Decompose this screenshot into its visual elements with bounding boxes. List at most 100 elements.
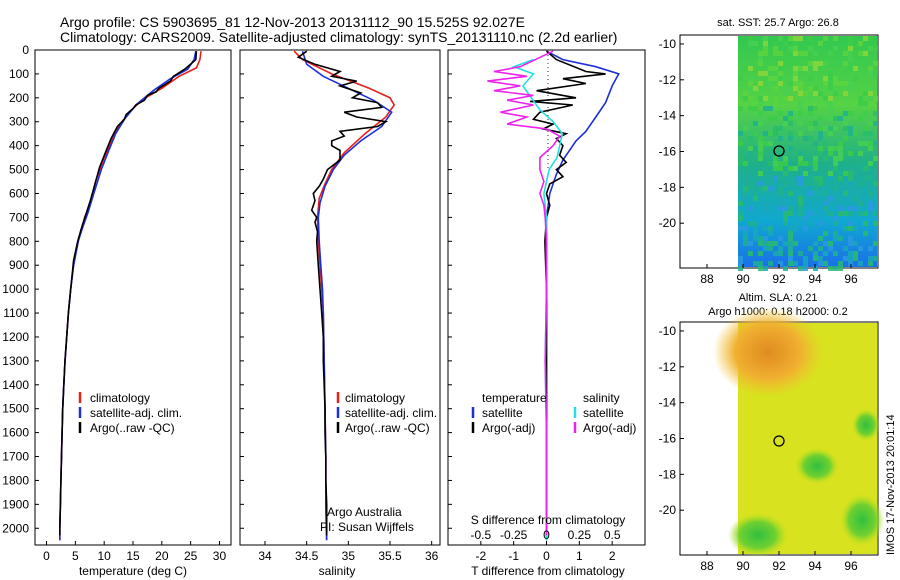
- x-tick-label: 2: [609, 549, 616, 563]
- depth-tick-label: 2000: [2, 521, 29, 535]
- sst-cell: [738, 211, 743, 216]
- sst-cell: [833, 36, 838, 41]
- sst-cell: [818, 61, 823, 66]
- sst-cell: [798, 121, 803, 126]
- sst-cell: [748, 36, 753, 41]
- sst-cell: [848, 126, 853, 131]
- difference-lines: [487, 50, 620, 541]
- sst-cell: [873, 61, 878, 66]
- sst-cell: [738, 216, 743, 221]
- sst-cell: [873, 111, 878, 116]
- sst-cell: [793, 36, 798, 41]
- sst-cell: [778, 261, 783, 266]
- t-difference-label: T difference from climatology: [471, 564, 625, 578]
- sst-cell: [823, 156, 828, 161]
- sst-cell: [758, 266, 763, 271]
- sst-cell: [793, 71, 798, 76]
- x-tick-label: -2: [475, 549, 486, 563]
- sst-cell: [738, 201, 743, 206]
- salinity-legend: climatology satellite-adj. clim. Argo(..…: [336, 391, 437, 435]
- sst-cell: [833, 186, 838, 191]
- sst-cell: [873, 221, 878, 226]
- sst-cell: [873, 181, 878, 186]
- legend-label-argo: Argo(..raw -QC): [90, 421, 175, 435]
- sst-cell: [773, 251, 778, 256]
- sst-cell: [743, 66, 748, 71]
- sst-cell: [758, 196, 763, 201]
- salinity-y-ticks: [240, 49, 244, 529]
- sst-cell: [833, 116, 838, 121]
- legend-label-t-argo: Argo(-adj): [482, 421, 535, 435]
- sst-cell: [833, 76, 838, 81]
- sst-map-cells: [738, 36, 878, 271]
- sst-cell: [813, 166, 818, 171]
- sst-cell: [763, 41, 768, 46]
- imos-timestamp: IMOS 17-Nov-2013 20:01:14: [885, 414, 897, 555]
- sst-cell: [783, 241, 788, 246]
- sst-cell: [848, 221, 853, 226]
- sst-cell: [798, 131, 803, 136]
- legend-label-climatology: climatology: [90, 391, 150, 405]
- sst-cell: [863, 231, 868, 236]
- sst-cell: [873, 156, 878, 161]
- sst-cell: [868, 191, 873, 196]
- sst-cell: [863, 221, 868, 226]
- x-tick-label: 0: [543, 549, 550, 563]
- sst-cell: [773, 156, 778, 161]
- sst-cell: [798, 176, 803, 181]
- sst-cell: [838, 116, 843, 121]
- sst-cell: [828, 126, 833, 131]
- sst-cell: [833, 251, 838, 256]
- x-tick-label: 25: [184, 549, 198, 563]
- x-tick-label: 35.5: [378, 549, 402, 563]
- sst-cell: [838, 81, 843, 86]
- sst-cell: [868, 261, 873, 266]
- sst-cell: [748, 86, 753, 91]
- sst-cell: [818, 176, 823, 181]
- sst-cell: [848, 226, 853, 231]
- sst-cell: [848, 176, 853, 181]
- s-diff-tick-label: -0.5: [470, 528, 491, 542]
- sst-cell: [793, 221, 798, 226]
- sst-cell: [813, 266, 818, 271]
- sst-cell: [858, 51, 863, 56]
- legend-label-s-argo: Argo(-adj): [583, 421, 636, 435]
- sst-cell: [818, 236, 823, 241]
- x-tick-label: 30: [213, 549, 227, 563]
- sst-cell: [823, 141, 828, 146]
- sst-cell: [838, 206, 843, 211]
- sst-cell: [793, 66, 798, 71]
- sst-cell: [808, 46, 813, 51]
- depth-tick-label: 500: [9, 163, 29, 177]
- sst-cell: [808, 191, 813, 196]
- legend-label-t-satellite: satellite: [482, 406, 523, 420]
- sst-cell: [863, 161, 868, 166]
- sst-cell: [763, 71, 768, 76]
- sst-cell: [763, 206, 768, 211]
- sst-cell: [773, 161, 778, 166]
- sst-cell: [808, 136, 813, 141]
- sst-cell: [768, 246, 773, 251]
- sst-cell: [793, 206, 798, 211]
- sst-cell: [778, 206, 783, 211]
- sst-cell: [848, 81, 853, 86]
- map-y-tick-label: -10: [659, 324, 677, 338]
- sst-cell: [848, 36, 853, 41]
- sst-cell: [788, 261, 793, 266]
- sst-cell: [808, 121, 813, 126]
- sst-cell: [843, 246, 848, 251]
- sst-cell: [848, 256, 853, 261]
- sst-cell: [738, 141, 743, 146]
- sst-cell: [848, 166, 853, 171]
- sst-cell: [803, 256, 808, 261]
- sst-cell: [768, 186, 773, 191]
- depth-tick-label: 1300: [2, 354, 29, 368]
- sst-cell: [773, 116, 778, 121]
- temperature-panel: 0100200300400500600700800900100011001200…: [2, 43, 232, 578]
- sst-cell: [833, 231, 838, 236]
- sst-cell: [838, 266, 843, 271]
- sst-cell: [788, 236, 793, 241]
- sst-cell: [818, 221, 823, 226]
- sst-cell: [873, 71, 878, 76]
- sst-cell: [868, 71, 873, 76]
